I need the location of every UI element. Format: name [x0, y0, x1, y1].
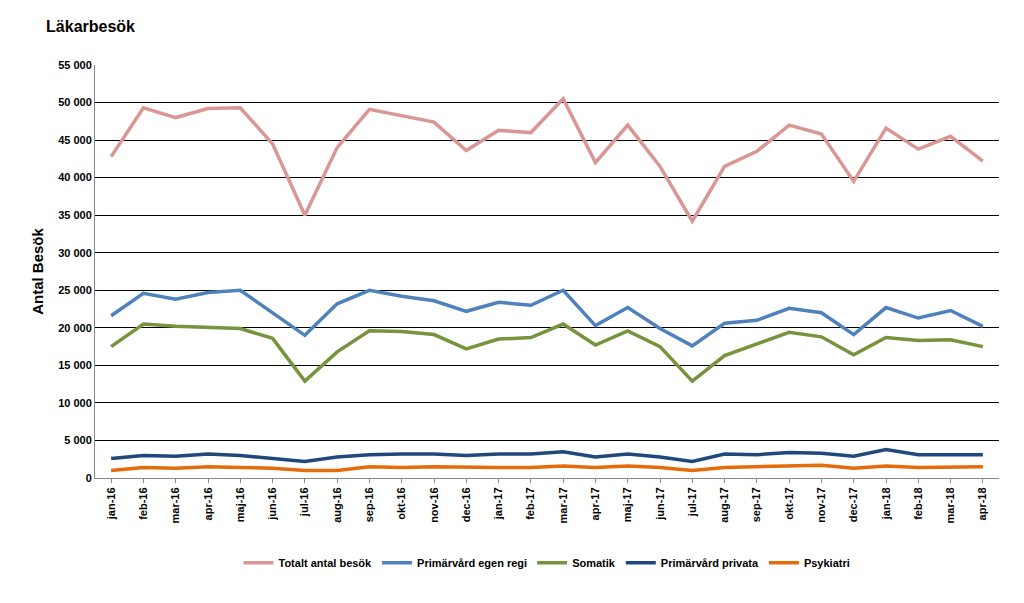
- svg-text:mar-17: mar-17: [557, 487, 569, 523]
- svg-text:jan-18: jan-18: [880, 487, 892, 520]
- svg-text:45 000: 45 000: [58, 134, 92, 146]
- svg-text:jul-17: jul-17: [686, 487, 698, 517]
- svg-text:dec-16: dec-16: [460, 487, 472, 522]
- svg-text:jun-17: jun-17: [654, 487, 666, 520]
- svg-text:15 000: 15 000: [58, 359, 92, 371]
- svg-text:mar-18: mar-18: [944, 487, 956, 523]
- svg-text:10 000: 10 000: [58, 397, 92, 409]
- svg-text:feb-17: feb-17: [524, 487, 536, 519]
- svg-text:40 000: 40 000: [58, 171, 92, 183]
- svg-text:Psykiatri: Psykiatri: [804, 557, 850, 569]
- svg-text:Primärvård privata: Primärvård privata: [661, 557, 759, 569]
- svg-text:aug-17: aug-17: [718, 487, 730, 522]
- svg-text:jun-16: jun-16: [266, 487, 278, 520]
- svg-text:okt-17: okt-17: [783, 487, 795, 519]
- svg-text:jul-16: jul-16: [298, 487, 310, 517]
- svg-text:55 000: 55 000: [58, 59, 92, 71]
- svg-text:feb-16: feb-16: [137, 487, 149, 519]
- svg-text:aug-16: aug-16: [331, 487, 343, 522]
- svg-text:nov-16: nov-16: [428, 487, 440, 522]
- svg-text:jan-16: jan-16: [105, 487, 117, 520]
- svg-text:Somatik: Somatik: [572, 557, 616, 569]
- svg-text:Antal Besök: Antal Besök: [29, 228, 46, 315]
- svg-text:apr-17: apr-17: [589, 487, 601, 520]
- svg-text:50 000: 50 000: [58, 96, 92, 108]
- svg-text:jan-17: jan-17: [492, 487, 504, 520]
- svg-text:okt-16: okt-16: [395, 487, 407, 519]
- svg-text:sep-17: sep-17: [750, 487, 762, 522]
- svg-text:maj-16: maj-16: [234, 487, 246, 522]
- svg-text:nov-17: nov-17: [815, 487, 827, 522]
- svg-text:5 000: 5 000: [64, 434, 92, 446]
- svg-text:0: 0: [86, 472, 92, 484]
- svg-text:Primärvård egen regi: Primärvård egen regi: [417, 557, 527, 569]
- svg-text:dec-17: dec-17: [847, 487, 859, 522]
- svg-text:maj-17: maj-17: [621, 487, 633, 522]
- svg-text:apr-18: apr-18: [976, 487, 988, 520]
- svg-text:Totalt antal besök: Totalt antal besök: [279, 557, 373, 569]
- svg-text:sep-16: sep-16: [363, 487, 375, 522]
- svg-text:20 000: 20 000: [58, 322, 92, 334]
- svg-text:mar-16: mar-16: [169, 487, 181, 523]
- svg-text:30 000: 30 000: [58, 247, 92, 259]
- svg-text:Läkarbesök: Läkarbesök: [46, 18, 135, 35]
- svg-text:35 000: 35 000: [58, 209, 92, 221]
- svg-text:25 000: 25 000: [58, 284, 92, 296]
- svg-text:feb-18: feb-18: [912, 487, 924, 519]
- svg-text:apr-16: apr-16: [202, 487, 214, 520]
